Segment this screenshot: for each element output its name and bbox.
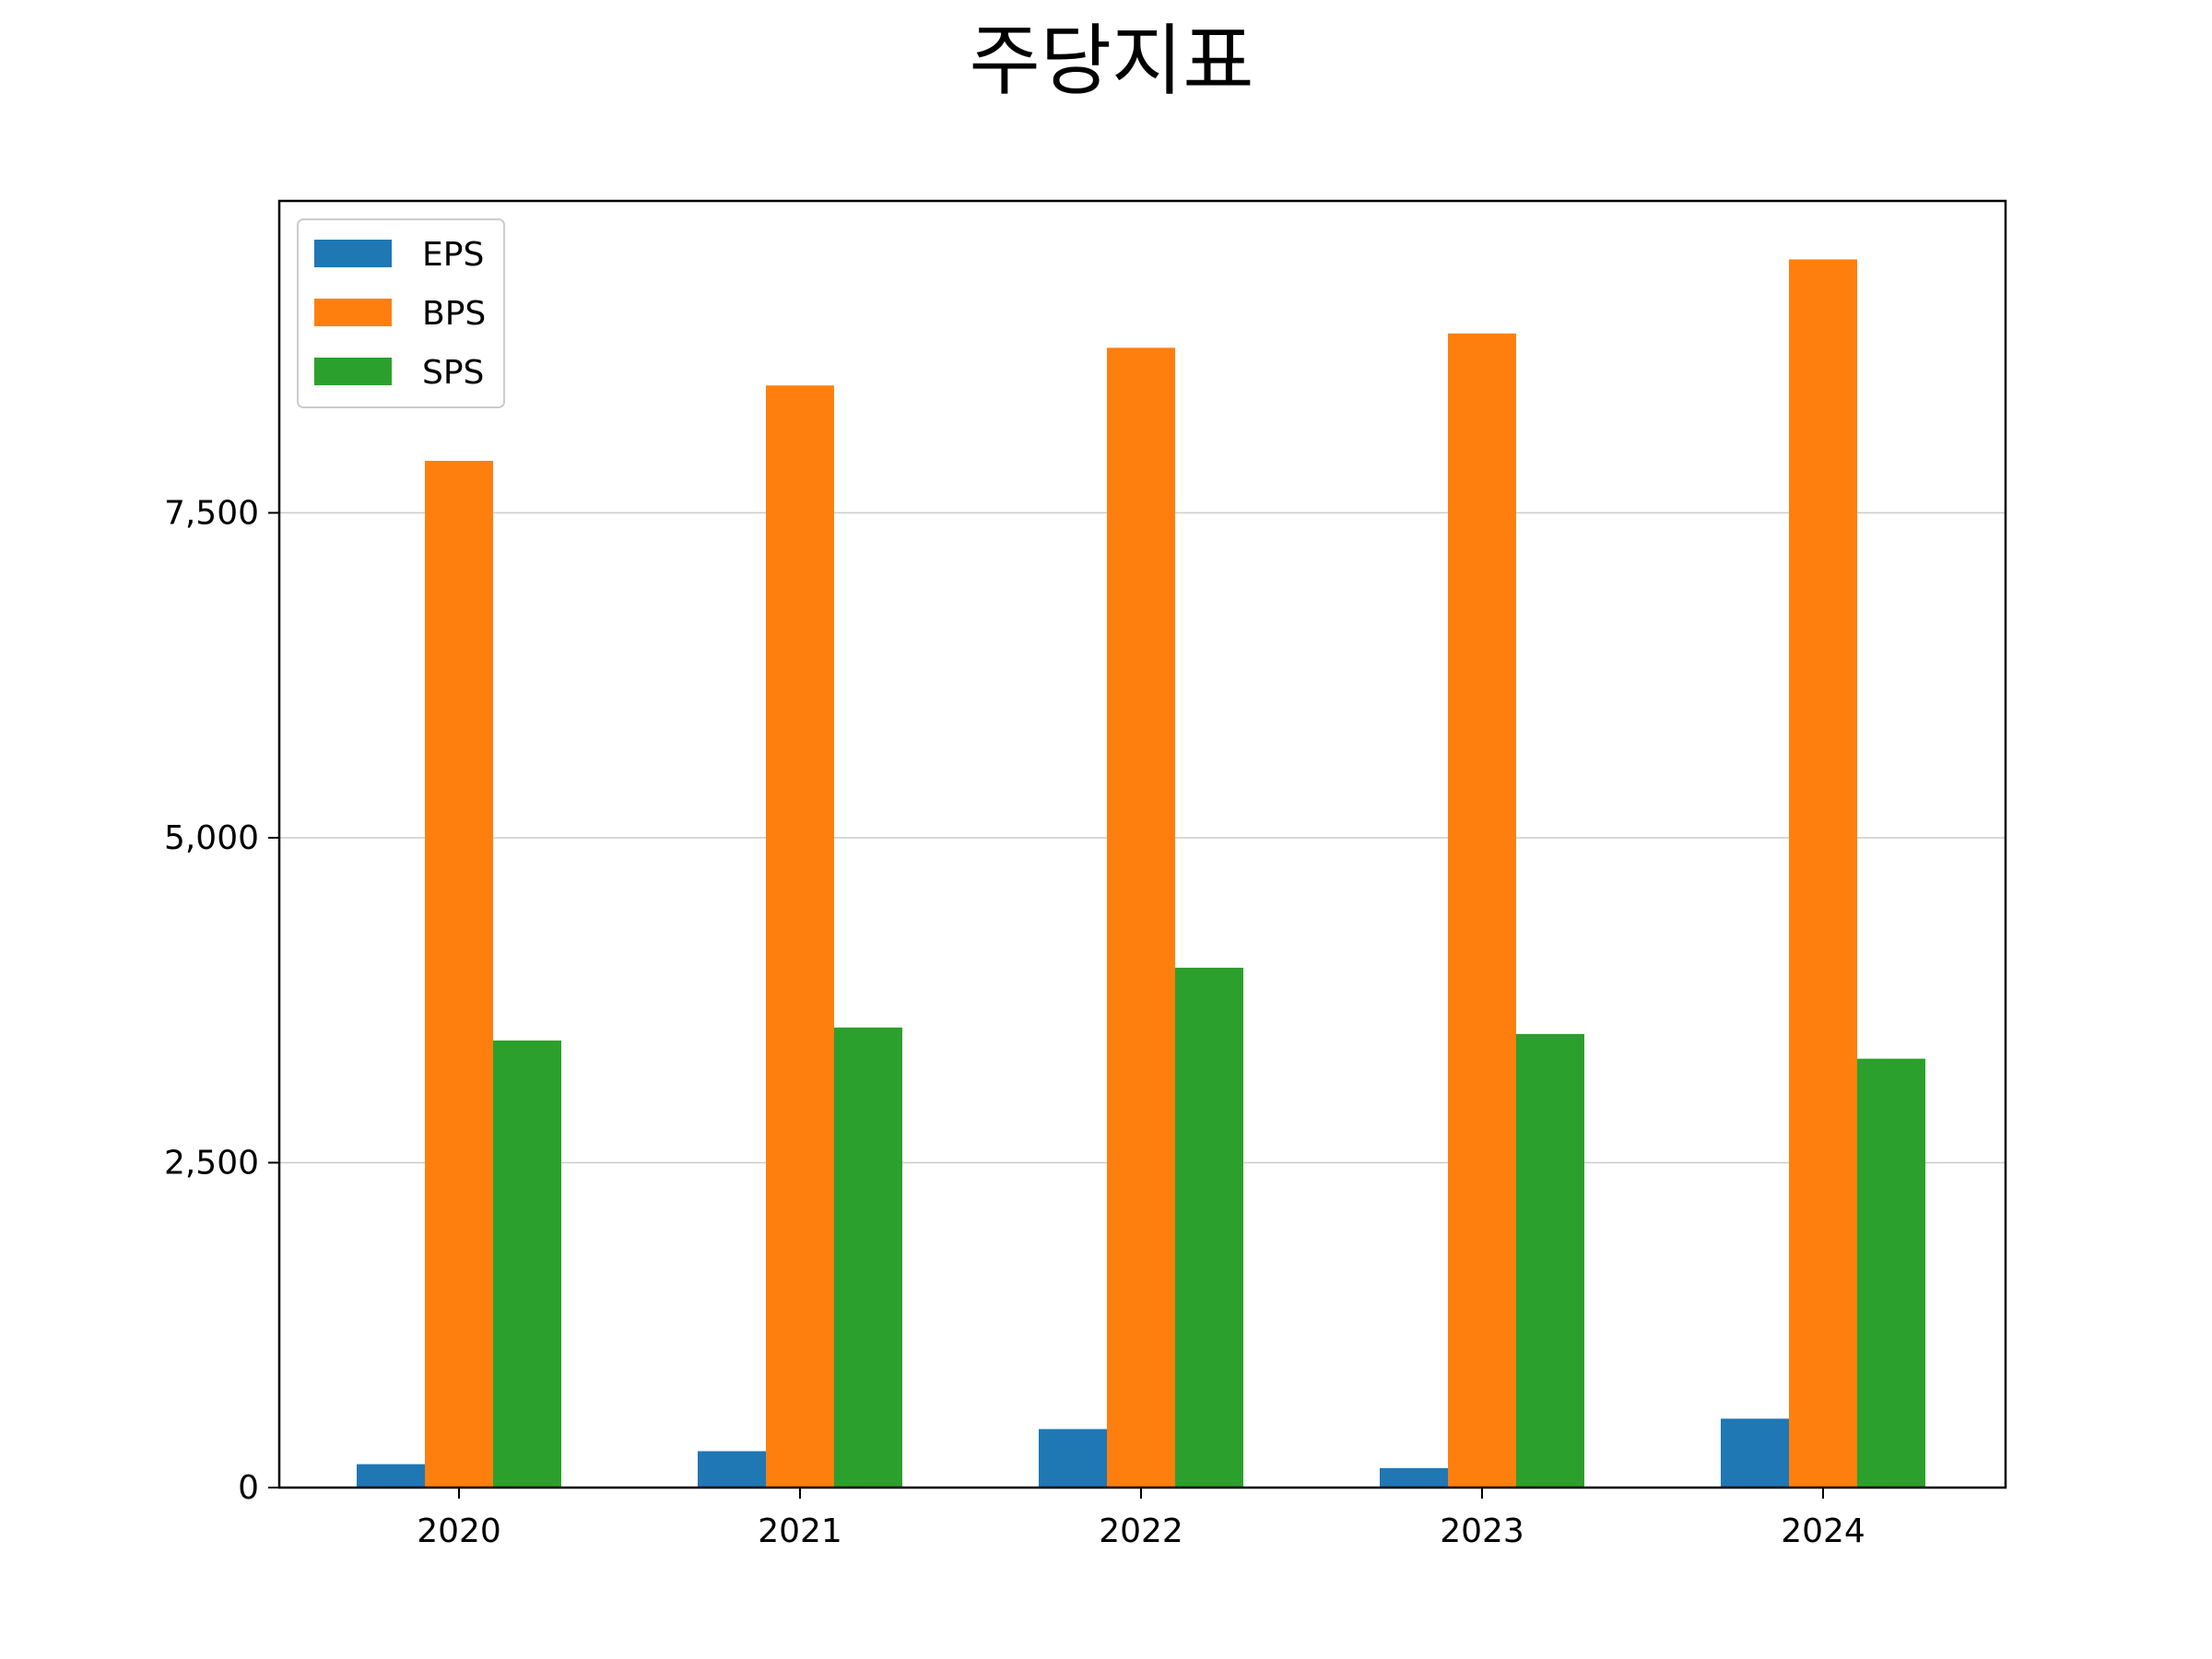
legend-swatch-eps — [314, 240, 392, 267]
x-tick-label: 2023 — [1440, 1512, 1524, 1550]
chart-title: 주당지표 — [969, 16, 1253, 106]
legend-label-bps: BPS — [422, 295, 486, 333]
x-tick-label: 2024 — [1781, 1512, 1865, 1550]
bar-eps-2024 — [1721, 1418, 1789, 1488]
plot-frame — [277, 199, 2007, 1489]
bar-sps-2022 — [1175, 967, 1243, 1488]
x-tick-label: 2022 — [1099, 1512, 1183, 1550]
legend-label-sps: SPS — [422, 354, 484, 392]
legend-swatch-sps — [314, 358, 392, 385]
bar-eps-2022 — [1039, 1429, 1107, 1488]
y-tick-label: 5,000 — [164, 819, 259, 857]
bar-bps-2022 — [1107, 347, 1175, 1488]
bar-sps-2021 — [834, 1027, 902, 1488]
x-axis: 2020 2021 2022 2023 2024 — [417, 1488, 1865, 1550]
x-tick-label: 2020 — [417, 1512, 501, 1550]
bar-sps-2023 — [1516, 1033, 1584, 1488]
bar-bps-2021 — [766, 385, 834, 1488]
bar-bps-2024 — [1789, 259, 1857, 1488]
bar-sps-2020 — [493, 1040, 561, 1488]
legend-swatch-bps — [314, 299, 392, 326]
bar-eps-2023 — [1380, 1467, 1448, 1488]
legend: EPS BPS SPS — [297, 218, 505, 408]
bar-sps-2024 — [1857, 1058, 1925, 1488]
bar-bps-2020 — [425, 461, 493, 1488]
y-tick-label: 2,500 — [164, 1144, 259, 1182]
x-tick-label: 2021 — [758, 1512, 842, 1550]
y-tick-label: 0 — [238, 1469, 259, 1507]
bar-bps-2023 — [1448, 333, 1516, 1488]
bar-eps-2020 — [357, 1464, 425, 1488]
y-tick-label: 7,500 — [164, 494, 259, 532]
bars — [357, 259, 1925, 1488]
bar-eps-2021 — [698, 1451, 766, 1488]
legend-label-eps: EPS — [422, 236, 484, 274]
y-axis: 0 2,500 5,000 7,500 — [164, 494, 279, 1507]
